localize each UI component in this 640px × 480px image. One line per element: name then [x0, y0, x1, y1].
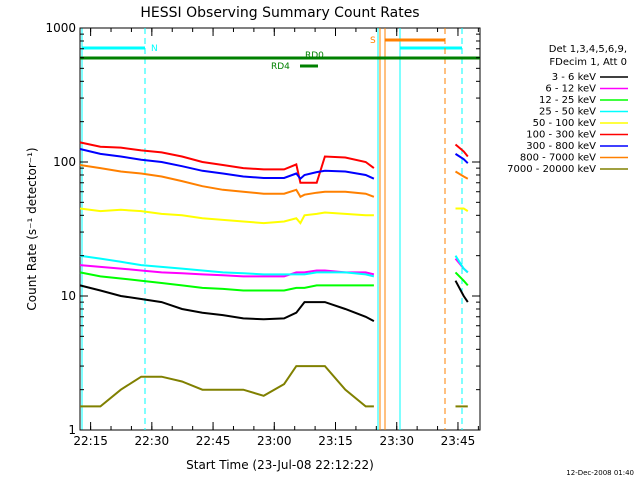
series-line-5 [455, 207, 469, 212]
x-tick-label: 23:15 [318, 434, 353, 448]
y-tick-label: 1000 [45, 21, 76, 35]
x-axis-label: Start Time (23-Jul-08 22:12:22) [186, 458, 374, 472]
rd4-label: RD4 [271, 62, 290, 72]
legend-label: 12 - 25 keV [539, 95, 596, 106]
series-line-5 [79, 207, 374, 225]
legend-label: 7000 - 20000 keV [507, 164, 596, 175]
legend-label: 6 - 12 keV [545, 84, 596, 95]
series-line-6 [79, 141, 375, 184]
x-tick-label: 22:15 [73, 434, 108, 448]
x-tick-label: 22:30 [135, 434, 170, 448]
legend-header-line: Det 1,3,4,5,6,9, [549, 44, 627, 55]
legend-label: 3 - 6 keV [552, 72, 596, 83]
y-tick-label: 1 [68, 423, 76, 437]
rd0-label: RD0 [305, 51, 324, 61]
legend-label: 300 - 800 keV [526, 141, 596, 152]
series-line-7 [79, 148, 375, 181]
series-line-3 [454, 271, 469, 287]
series-line-3 [79, 271, 374, 292]
series-line-8 [454, 170, 469, 180]
footer-date: 12-Dec-2008 01:40 [566, 469, 634, 477]
series-line-7 [454, 153, 469, 164]
legend-label: 50 - 100 keV [533, 118, 597, 129]
legend-header-line: FDecim 1, Att 0 [549, 57, 627, 68]
s-label: S [370, 36, 376, 46]
x-tick-label: 22:45 [196, 434, 231, 448]
legend-label: 100 - 300 keV [526, 130, 596, 141]
y-axis-label: Count Rate (s⁻¹ detector⁻¹) [25, 147, 39, 310]
plot-frame [79, 27, 481, 431]
series-line-4 [79, 254, 375, 278]
legend-label: 800 - 7000 keV [520, 153, 596, 164]
series-line-1 [454, 280, 469, 303]
legend-label: 25 - 50 keV [539, 107, 596, 118]
chart-title: HESSI Observing Summary Count Rates [140, 5, 419, 21]
x-tick-label: 23:30 [379, 434, 414, 448]
y-tick-label: 10 [61, 289, 76, 303]
series-line-4 [454, 255, 469, 274]
n-label: N [151, 44, 158, 54]
x-tick-label: 23:45 [441, 434, 476, 448]
series-line-6 [454, 143, 469, 158]
annotation-layer: N S RD0 RD4 [80, 28, 480, 430]
legend: Det 1,3,4,5,6,9, FDecim 1, Att 0 3 - 6 k… [507, 44, 628, 175]
series-line-8 [79, 164, 375, 199]
series-line-2 [79, 264, 375, 278]
series-line-1 [79, 284, 375, 322]
series-line-9 [80, 365, 374, 408]
series-layer [79, 141, 469, 408]
y-tick-label: 100 [53, 155, 76, 169]
x-tick-label: 23:00 [257, 434, 292, 448]
ticks-layer: 22:15 22:30 22:45 23:00 23:15 23:30 23:45 1 10 10… [45, 21, 480, 448]
